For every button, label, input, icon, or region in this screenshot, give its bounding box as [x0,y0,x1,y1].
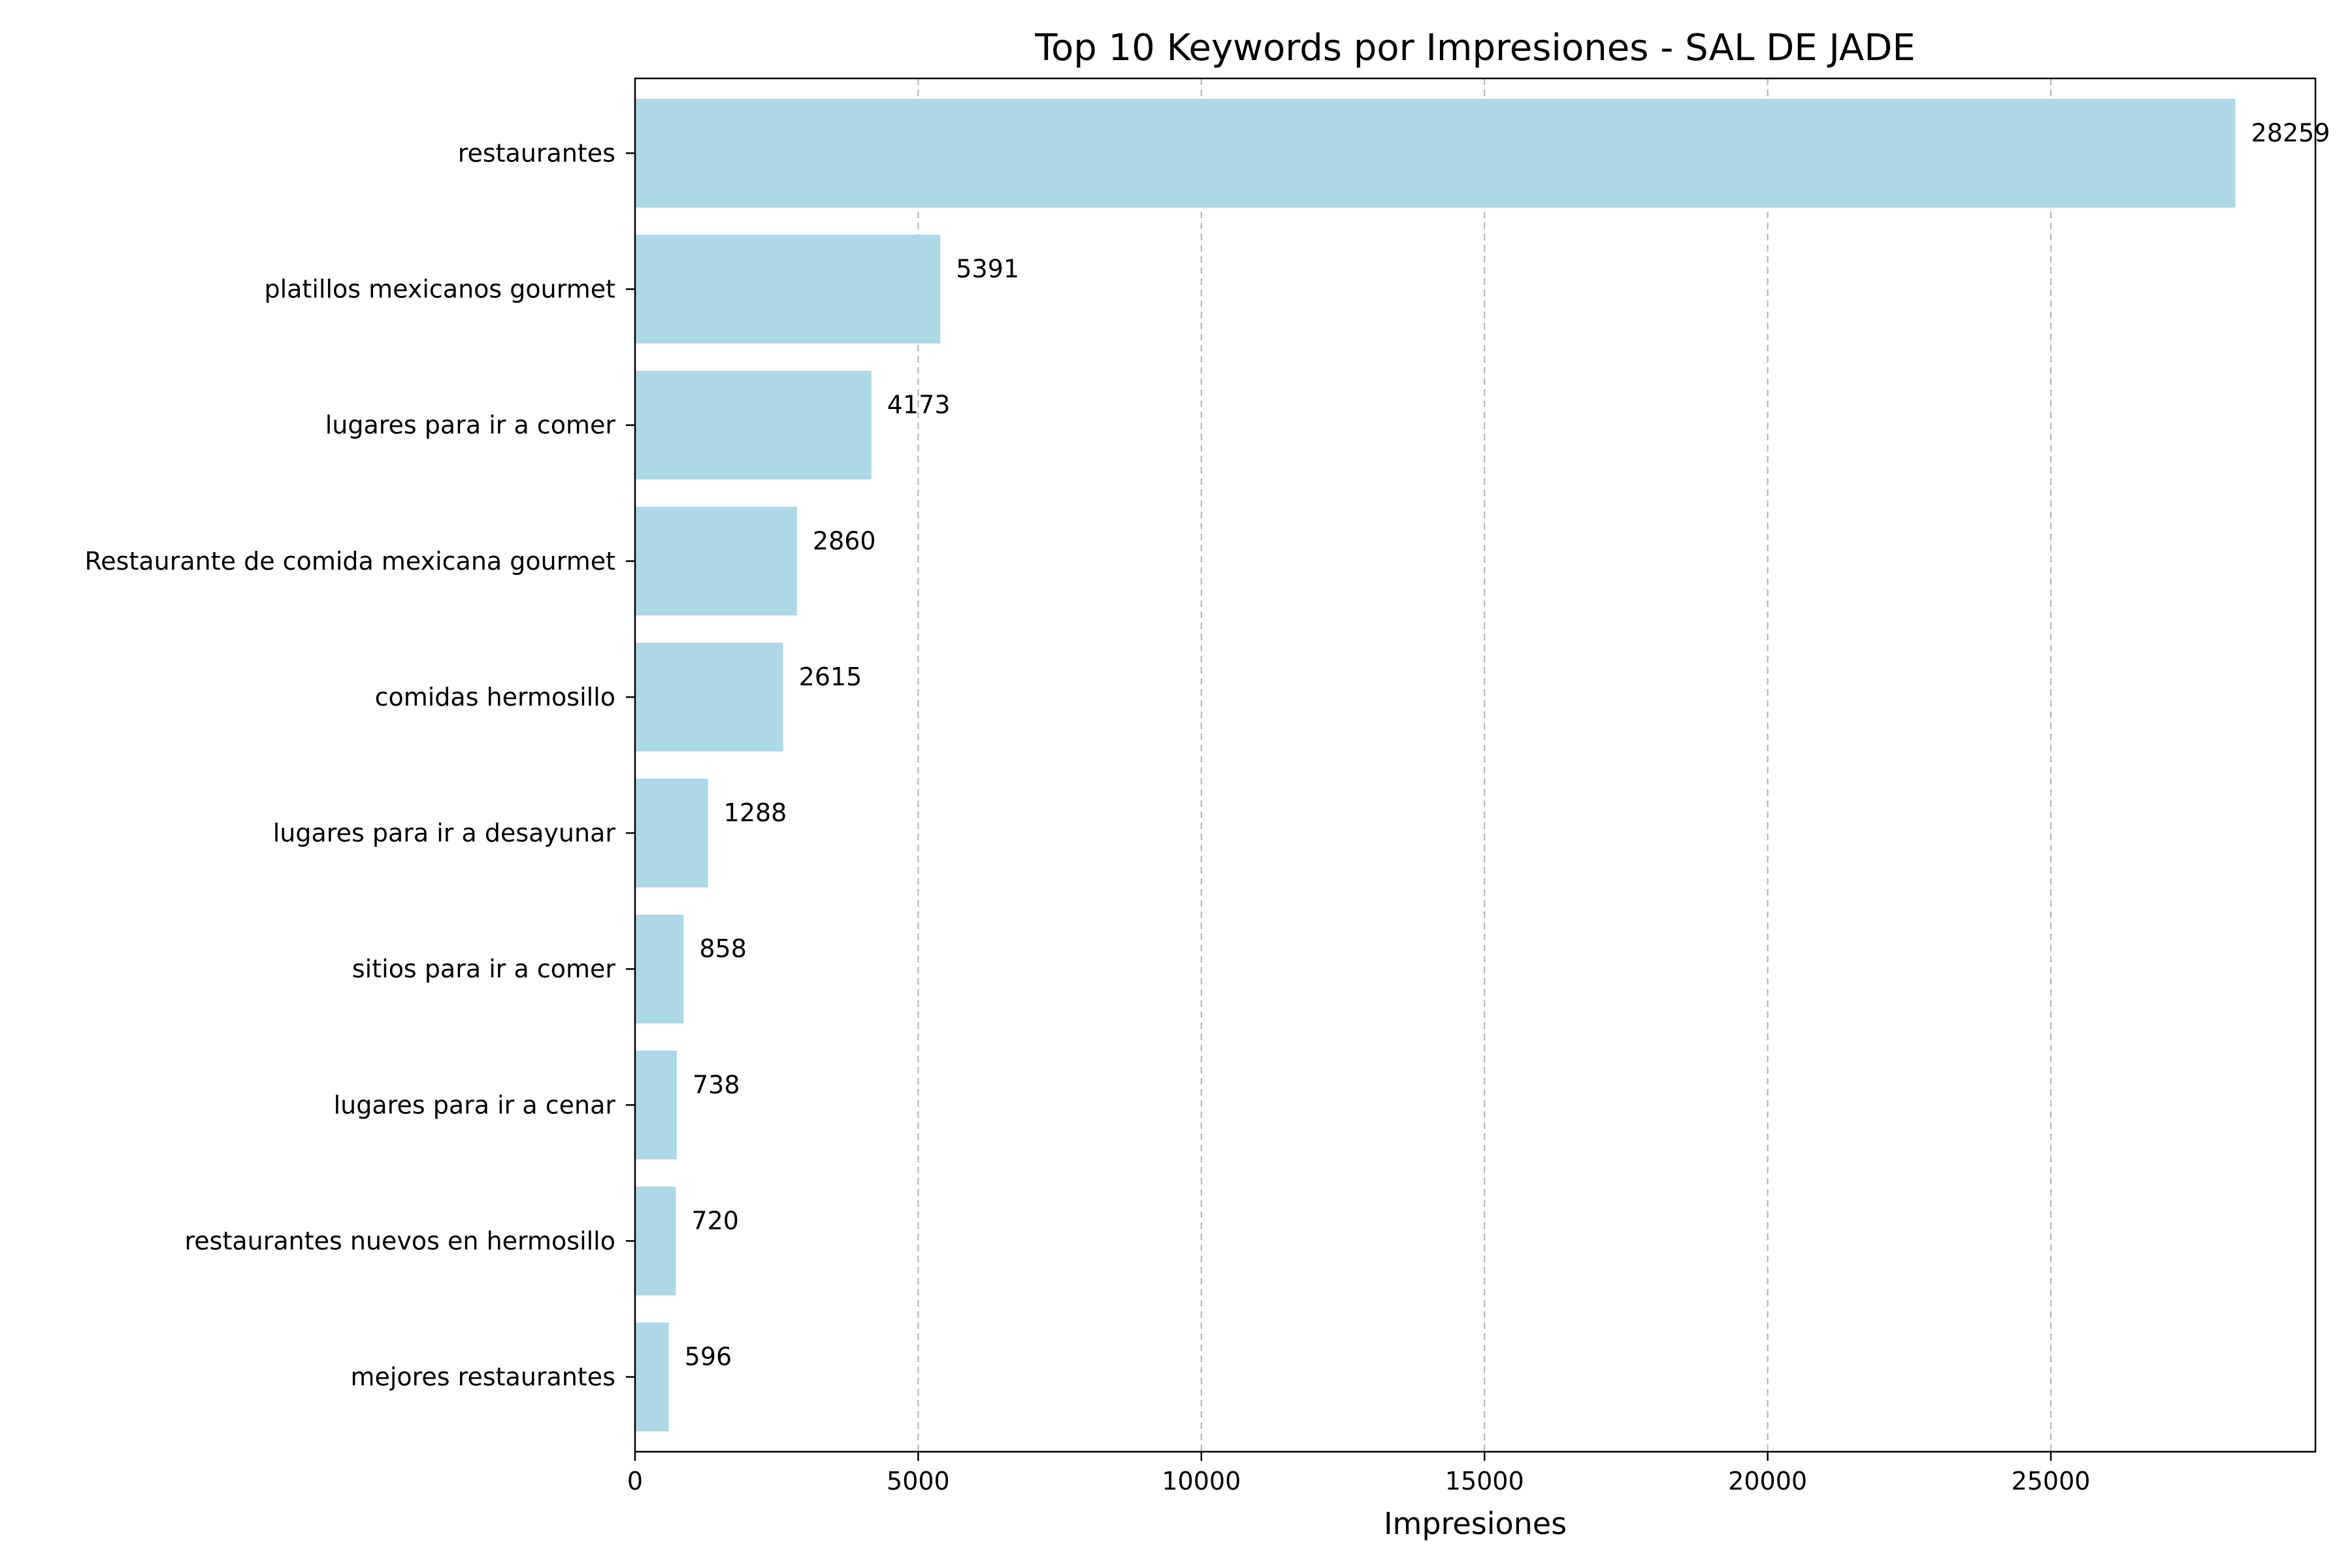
plot-frame [634,77,2317,1453]
data-label: 28259 [2251,118,2330,147]
bar [635,99,2236,208]
bar [635,778,708,888]
y-tick-label: Restaurante de comida mexicana gourmet [85,547,615,576]
y-tick-label: lugares para ir a comer [325,411,616,440]
bar [635,1051,677,1160]
x-axis-label: Impresiones [1384,1506,1567,1541]
bar [635,506,797,616]
x-tick-label: 25000 [2012,1467,2091,1495]
chart-title: Top 10 Keywords por Impresiones - SAL DE… [1034,27,1915,69]
bar [635,914,684,1024]
data-label: 1288 [724,798,787,827]
bar [635,370,872,480]
data-label: 2860 [813,527,876,555]
data-label: 5391 [956,255,1019,284]
y-tick-label: lugares para ir a cenar [334,1090,616,1119]
data-label: 738 [693,1070,740,1099]
data-label: 2615 [799,662,862,691]
data-label: 4173 [887,391,951,419]
data-labels: 28259 5391 4173 2860 2615 1288 858 738 720 596 [685,118,2330,1371]
x-tick-label: 0 [627,1467,643,1495]
y-tick-label: restaurantes nuevos en hermosillo [185,1226,616,1255]
x-tick-label: 20000 [1728,1467,1807,1495]
bar [635,642,783,752]
bar [635,1322,669,1431]
y-tick-label: lugares para ir a desayunar [273,819,616,847]
bars [635,99,2236,1431]
y-tick-label: comidas hermosillo [375,683,615,711]
y-tick-label: sitios para ir a comer [352,955,615,983]
data-label: 720 [691,1206,739,1235]
x-tick-label: 15000 [1445,1467,1524,1495]
y-tick-label: restaurantes [458,139,615,167]
x-axis-ticks: 0 5000 10000 15000 20000 25000 [627,1452,2091,1495]
data-label: 858 [699,934,747,963]
y-tick-label: platillos mexicanos gourmet [264,275,615,304]
y-tick-label: mejores restaurantes [350,1363,615,1392]
x-tick-label: 10000 [1162,1467,1241,1495]
bar [635,235,941,344]
x-tick-label: 5000 [887,1467,950,1495]
bar [635,1186,676,1296]
data-label: 596 [685,1343,732,1371]
y-axis-ticks: restaurantes platillos mexicanos gourmet l… [85,139,635,1392]
